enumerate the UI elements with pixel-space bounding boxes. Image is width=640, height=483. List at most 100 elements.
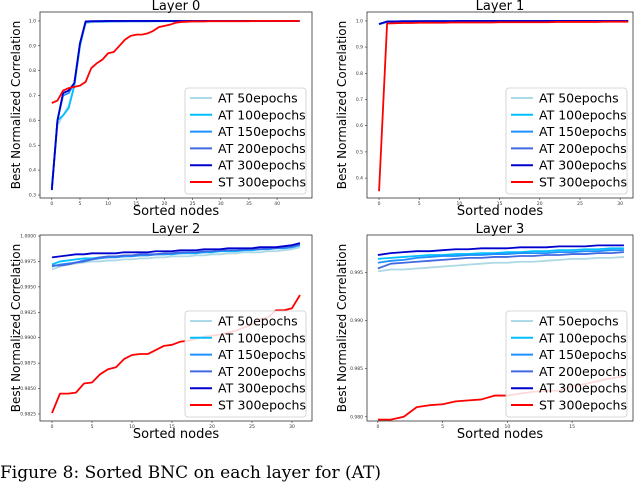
legend-label: AT 100epochs (539, 330, 627, 345)
plot-title: Layer 0 (152, 0, 201, 14)
legend-label: ST 300epochs (539, 175, 627, 190)
legend-label: AT 150epochs (218, 347, 306, 362)
subplot-2: Layer 2 Sorted nodes Best Normalized Corre… (9, 222, 313, 442)
y-tick-label: 0.9950 (20, 284, 36, 290)
legend-label: AT 200epochs (218, 364, 306, 379)
series-lines (50, 20, 300, 191)
y-tick-label: 0.9875 (20, 361, 36, 367)
subplot-3: Layer 3 Sorted nodes Best Normalized Corre… (335, 222, 634, 442)
x-tick-label: 25 (249, 424, 255, 430)
series-line-at-100epochs (377, 247, 624, 260)
legend-label: AT 200epochs (218, 141, 306, 156)
y-tick-label: 0.9 (29, 43, 36, 49)
legend-frame (505, 87, 628, 195)
legend-label: AT 50epochs (539, 314, 619, 329)
x-tick-label: 10 (105, 201, 111, 207)
series-line-at-50epochs (377, 256, 624, 273)
y-tick-label: 0.8 (29, 68, 36, 74)
legend-label: AT 200epochs (539, 364, 627, 379)
y-tick-label: 0.7 (29, 93, 36, 99)
plot-title: Layer 2 (152, 222, 201, 237)
legend-label: AT 300epochs (539, 158, 627, 173)
plot-title: Layer 1 (476, 0, 525, 14)
series-line-at-300epochs (51, 242, 301, 259)
legend-frame (505, 310, 628, 418)
x-tick-label: 5 (91, 424, 94, 430)
legend-label: AT 200epochs (539, 141, 627, 156)
x-tick-label: 0 (50, 201, 53, 207)
x-tick-label: 5 (441, 424, 444, 430)
axes-frame (39, 11, 313, 199)
legend-label: AT 150epochs (539, 124, 627, 139)
axes-frame (366, 11, 634, 199)
y-tick-label: 0.9900 (20, 335, 36, 341)
x-axis-label: Sorted nodes (457, 427, 543, 442)
legend-label: AT 50epochs (218, 91, 298, 106)
series-line-at-200epochs (52, 243, 301, 267)
legend-label: AT 300epochs (218, 381, 306, 396)
legend-label: ST 300epochs (218, 398, 306, 413)
y-tick-label: 0.9 (356, 45, 363, 51)
x-tick-label: 0 (376, 424, 379, 430)
axes-frame (366, 234, 634, 422)
y-tick-label: 0.9825 (20, 411, 36, 417)
legend-label: AT 300epochs (218, 158, 306, 173)
x-tick-label: 30 (289, 424, 295, 430)
legend-label: AT 100epochs (539, 107, 627, 122)
y-tick-label: 0.6 (29, 118, 36, 124)
legend-label: AT 150epochs (539, 347, 627, 362)
y-tick-label: 0.5 (356, 149, 363, 155)
x-tick-label: 40 (274, 201, 280, 207)
y-tick-label: 0.7 (356, 97, 363, 103)
y-tick-label: 0.995 (350, 270, 363, 276)
y-tick-label: 1.0 (29, 18, 36, 24)
subplot-1: Layer 1 Sorted nodes Best Normalized Corre… (335, 0, 634, 219)
x-tick-label: 10 (457, 201, 463, 207)
x-axis-label: Sorted nodes (133, 204, 219, 219)
y-tick-label: 0.4 (356, 176, 363, 182)
series-line-at-300epochs (378, 20, 629, 25)
y-axis-label: Best Normalized Correlation (9, 21, 23, 189)
x-tick-label: 0 (51, 424, 54, 430)
series-line-at-50epochs (51, 246, 301, 271)
figure-caption: Figure 8: Sorted BNC on each layer for (… (0, 463, 381, 483)
y-tick-label: 0.5 (29, 143, 36, 149)
x-tick-label: 0 (378, 201, 381, 207)
series-line-st-300epochs (51, 20, 300, 104)
x-tick-label: 25 (577, 201, 583, 207)
axes-frame (39, 234, 313, 422)
x-tick-label: 30 (218, 201, 224, 207)
legend-label: AT 50epochs (539, 91, 619, 106)
legend-label: AT 100epochs (218, 330, 306, 345)
series-line-st-300epochs (378, 20, 629, 192)
x-axis-label: Sorted nodes (457, 204, 543, 219)
x-tick-label: 20 (209, 424, 215, 430)
x-tick-label: 15 (497, 201, 503, 207)
y-tick-label: 0.3 (29, 193, 36, 199)
x-tick-label: 20 (537, 201, 543, 207)
y-tick-label: 0.990 (350, 318, 363, 324)
plot-title: Layer 3 (476, 222, 525, 237)
y-tick-label: 0.8 (356, 71, 363, 77)
x-axis-label: Sorted nodes (133, 427, 219, 442)
x-tick-label: 15 (569, 424, 575, 430)
series-line-at-150epochs (377, 249, 624, 264)
legend-label: ST 300epochs (539, 398, 627, 413)
y-tick-label: 0.9925 (20, 310, 36, 316)
y-tick-label: 0.980 (350, 414, 363, 420)
x-tick-label: 5 (79, 201, 82, 207)
series-line-at-300epochs (377, 244, 624, 256)
y-tick-label: 0.6 (356, 123, 363, 129)
x-tick-label: 35 (246, 201, 252, 207)
legend-label: AT 50epochs (218, 314, 298, 329)
y-axis-label: Best Normalized Correlation (9, 244, 23, 412)
x-tick-label: 5 (418, 201, 421, 207)
y-tick-label: 0.9850 (20, 386, 36, 392)
x-tick-label: 10 (505, 424, 511, 430)
y-tick-label: 0.4 (29, 168, 36, 174)
y-tick-label: 1.0000 (20, 234, 36, 240)
x-tick-label: 30 (617, 201, 623, 207)
